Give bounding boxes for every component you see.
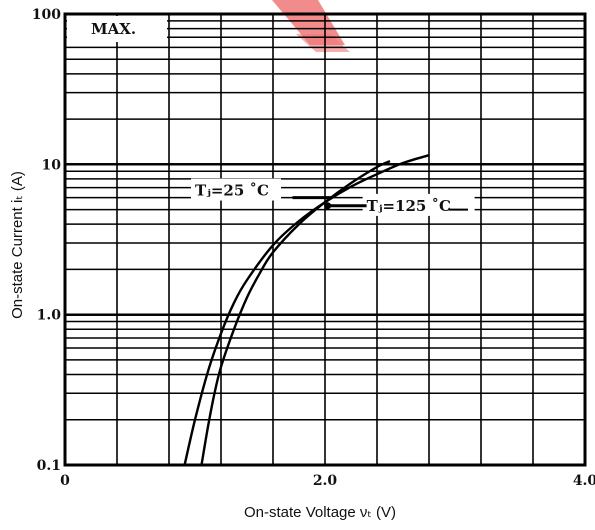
series-label-tj-25-bg [191,178,281,201]
max-badge: MAX. [91,20,136,38]
series-label-tj-125: Tⱼ=125 ˚C [367,197,451,215]
series-line-tj-125 [183,154,430,466]
y-tick-label: 1.0 [37,308,62,324]
y-tick-label: 0.1 [37,458,61,474]
max-badge-bg [67,16,167,42]
x-axis-title: On-state Voltage νₜ (V) [244,504,396,521]
y-tick-label: 10 [42,157,62,173]
x-tick-label: 2.0 [313,473,338,489]
annotations: MAX. Tⱼ=25 ˚C Tⱼ=125 ˚C [67,16,475,216]
series-label-tj-25: Tⱼ=25 ˚C [195,182,269,200]
series-label-tj-125-bg [362,193,475,216]
plot-frame [63,12,587,467]
leader-dot [324,202,332,210]
series-line-tj-25 [200,159,391,466]
x-tick-label: 4.0 [573,473,595,489]
y-axis-title: On-state Current iₜ (A) [9,171,26,319]
grid [63,12,587,467]
x-tick-label: 0 [60,473,70,489]
series-lines [183,154,430,466]
y-tick-label: 100 [32,7,61,23]
watermark-logo [272,0,350,52]
tick-labels: 0.1 1.0 10 100 0 2.0 4.0 [32,7,595,489]
